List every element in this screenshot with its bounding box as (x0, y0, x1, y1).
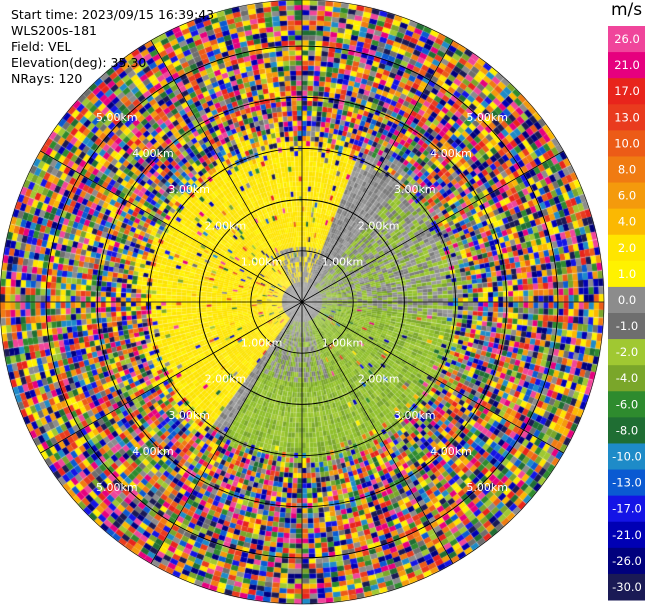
colorbar-tick-label: -26.0 (612, 554, 642, 568)
range-ring-label: 1.00km (241, 336, 283, 349)
azimuth-spoke (40, 150, 303, 303)
range-ring-overlay: 1.00km 1.00km 1.00km 1.00km 2.00km 2.00km 2.00… (0, 0, 605, 605)
colorbar-tick-label: 4.0 (618, 215, 636, 229)
range-ring-label: 2.00km (205, 219, 247, 232)
azimuth-spoke (301, 150, 564, 303)
range-ring-label: 5.00km (466, 481, 508, 494)
colorbar-swatch (608, 208, 645, 236)
colorbar-tick-label: 17.0 (614, 84, 640, 98)
range-ring-label: 4.00km (132, 445, 174, 458)
colorbar-tick-label: -30.0 (612, 580, 642, 594)
instrument-label: WLS200s-181 (11, 23, 97, 38)
range-ring-label: 4.00km (430, 445, 472, 458)
colorbar-swatch (608, 443, 645, 471)
azimuth-spoke (150, 301, 303, 564)
colorbar-tick-label: 6.0 (618, 189, 636, 203)
colorbar-tick-label: 10.0 (614, 136, 640, 150)
range-ring-label: 3.00km (394, 183, 436, 196)
range-ring-label: 5.00km (466, 111, 508, 124)
range-ring-label: 3.00km (168, 409, 210, 422)
elevation-label: Elevation(deg): 35.30 (11, 55, 147, 70)
colorbar-tick-label: 21.0 (614, 58, 640, 72)
range-ring-label: 3.00km (168, 183, 210, 196)
range-ring-label: 2.00km (205, 373, 247, 386)
colorbar-tick-label: 2.0 (618, 241, 636, 255)
colorbar-swatch (608, 573, 645, 601)
colorbar-swatch (608, 495, 645, 523)
colorbar-tick-label: -10.0 (612, 450, 642, 464)
colorbar-swatch (608, 260, 645, 288)
azimuth-spoke (301, 301, 454, 564)
colorbar-tick-label: -2.0 (616, 345, 638, 359)
range-ring-label: 5.00km (96, 481, 138, 494)
colorbar-tick-label: 13.0 (614, 110, 640, 124)
azimuth-spoke (301, 40, 454, 303)
azimuth-spoke (40, 301, 303, 454)
colorbar-swatch (608, 52, 645, 79)
azimuth-spoke (150, 40, 303, 303)
colorbar-swatch (608, 182, 645, 210)
colorbar-tick-label: -21.0 (612, 528, 642, 542)
colorbar-tick-label: -8.0 (616, 423, 638, 437)
range-ring-label: 5.00km (96, 111, 138, 124)
colorbar-swatch (608, 521, 645, 549)
colorbar-tick-label: 26.0 (614, 32, 640, 46)
colorbar-swatch (608, 469, 645, 497)
range-ring-label: 4.00km (430, 147, 472, 160)
colorbar-tick-label: 0.0 (618, 293, 636, 307)
plot-boundary (0, 0, 605, 605)
colorbar-swatch (608, 547, 645, 575)
colorbar-swatch (608, 313, 645, 340)
range-ring-label: 2.00km (358, 373, 400, 386)
colorbar-tick-label: 8.0 (618, 163, 636, 177)
range-ring-label: 1.00km (241, 256, 283, 269)
colorbar-swatch (608, 234, 645, 262)
range-ring-label: 4.00km (132, 147, 174, 160)
colorbar-tick-label: -1.0 (616, 319, 638, 333)
colorbar-swatch (608, 130, 645, 157)
colorbar-swatch (608, 417, 645, 444)
colorbar-tick-label: 1.0 (618, 267, 636, 281)
azimuth-spoke (301, 301, 564, 454)
field-label: Field: VEL (11, 39, 72, 54)
colorbar-swatch (608, 365, 645, 392)
colorbar-tick-label: -4.0 (616, 371, 638, 385)
colorbar-unit-label: m/s (611, 0, 643, 20)
range-ring-label: 1.00km (322, 256, 364, 269)
start-time-label: Start time: 2023/09/15 16:39:43 (11, 7, 215, 22)
colorbar-swatch (608, 391, 645, 418)
colorbar-swatch (608, 104, 645, 131)
colorbar-tick-label: -17.0 (612, 502, 642, 516)
colorbar-swatch (608, 156, 645, 184)
colorbar-swatch (608, 26, 645, 53)
colorbar-swatch (608, 286, 645, 314)
range-ring-label: 3.00km (394, 409, 436, 422)
colorbar: 26.0 21.0 17.0 13.0 10.0 8.0 6.0 4.0 2.0 1.0 0.0 -1… (608, 26, 645, 601)
colorbar-tick-label: -13.0 (612, 476, 642, 490)
nrays-label: NRays: 120 (11, 71, 83, 86)
colorbar-tick-label: -6.0 (616, 397, 638, 411)
range-ring-label: 2.00km (358, 219, 400, 232)
range-ring-label: 1.00km (322, 336, 364, 349)
colorbar-swatch (608, 78, 645, 105)
colorbar-swatch (608, 339, 645, 366)
